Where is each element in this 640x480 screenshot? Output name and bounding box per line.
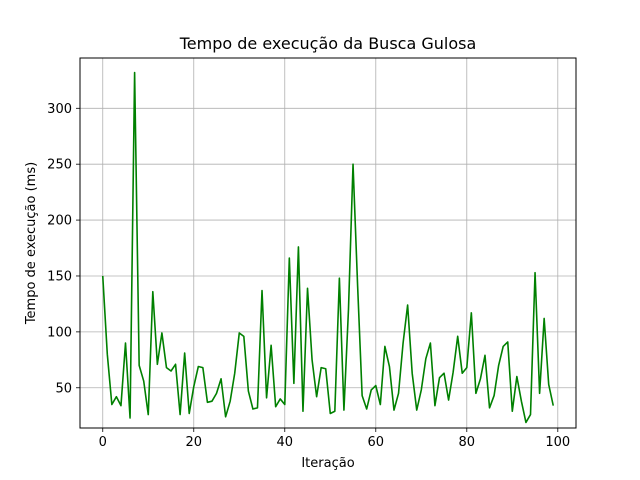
y-tick-label: 50: [55, 381, 72, 396]
grid: [80, 58, 576, 428]
x-tick-label: 40: [276, 435, 293, 450]
y-tick-label: 250: [47, 158, 72, 173]
x-axis-label: Iteração: [301, 456, 354, 471]
series-line: [101, 71, 555, 424]
x-tick-label: 80: [459, 435, 476, 450]
y-tick-label: 100: [47, 325, 72, 340]
y-tick-label: 200: [47, 214, 72, 229]
x-tick-label: 0: [99, 435, 107, 450]
axes-frame: [79, 57, 577, 429]
y-axis-label: Tempo de execução (ms): [24, 162, 39, 325]
y-axis-ticks: 50 100 150 200 250 300: [47, 102, 80, 396]
x-axis-ticks: 0 20 40 60 80 100: [99, 428, 570, 450]
chart-title: Tempo de execução da Busca Gulosa: [179, 34, 477, 53]
y-tick-label: 300: [47, 102, 72, 117]
x-tick-label: 100: [545, 435, 570, 450]
y-tick-label: 150: [47, 269, 72, 284]
x-tick-label: 60: [368, 435, 385, 450]
x-tick-label: 20: [185, 435, 202, 450]
series-group: [101, 71, 555, 424]
